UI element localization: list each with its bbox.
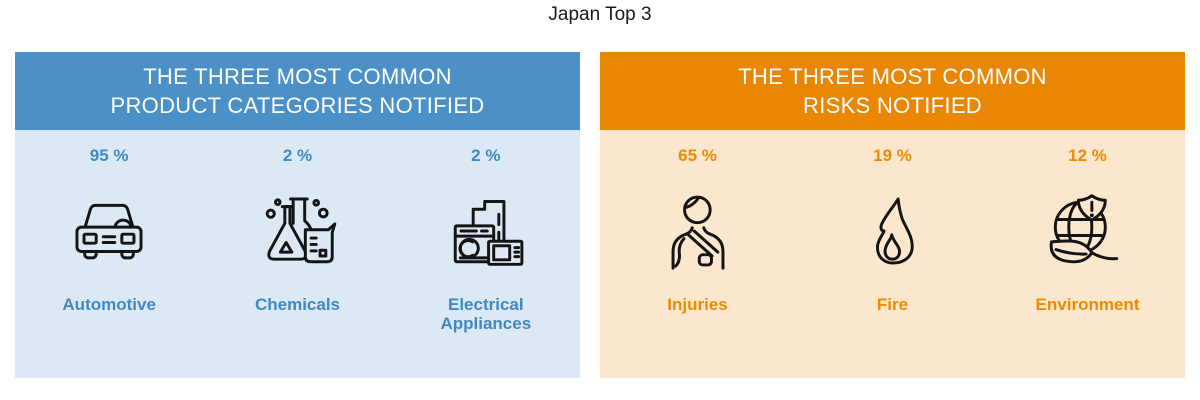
injured-person-icon bbox=[657, 190, 739, 272]
page-title: Japan Top 3 bbox=[548, 4, 652, 25]
stat-chemicals: 2 % bbox=[203, 130, 391, 378]
panel-risks-header: THE THREE MOST COMMON RISKS NOTIFIED bbox=[600, 52, 1185, 130]
stat-value: 2 % bbox=[282, 146, 313, 165]
header-line-2: RISKS NOTIFIED bbox=[803, 93, 982, 118]
stat-value: 95 % bbox=[89, 146, 129, 165]
header-line-2: PRODUCT CATEGORIES NOTIFIED bbox=[110, 93, 485, 118]
panel-product-categories: THE THREE MOST COMMON PRODUCT CATEGORIES… bbox=[15, 52, 580, 378]
panel-product-categories-body: 95 % Automotive 2 % bbox=[15, 130, 580, 378]
stat-label: Chemicals bbox=[254, 295, 341, 314]
stat-label: Fire bbox=[876, 295, 909, 314]
stat-automotive: 95 % Automotive bbox=[15, 130, 203, 378]
stat-label: Automotive bbox=[62, 295, 156, 314]
chemistry-flasks-icon bbox=[256, 190, 338, 272]
stat-injuries: 65 % Injuries bbox=[600, 130, 795, 378]
stat-value: 12 % bbox=[1068, 146, 1107, 165]
stat-label: Injuries bbox=[667, 295, 728, 314]
stat-electrical-appliances: 2 % bbox=[392, 130, 580, 378]
appliances-icon bbox=[445, 190, 527, 272]
environment-shield-icon bbox=[1047, 190, 1129, 272]
stat-fire: 19 % Fire bbox=[795, 130, 990, 378]
stat-value: 2 % bbox=[471, 146, 501, 165]
header-line-1: THE THREE MOST COMMON bbox=[143, 64, 452, 89]
car-icon bbox=[68, 190, 150, 272]
panel-risks-body: 65 % Injuries 19 % bbox=[600, 130, 1185, 378]
stat-value: 19 % bbox=[873, 146, 912, 165]
stat-label: Electrical Appliances bbox=[440, 295, 532, 333]
stat-label: Environment bbox=[1035, 295, 1140, 314]
stat-environment: 12 % Environment bbox=[990, 130, 1185, 378]
panel-product-categories-header: THE THREE MOST COMMON PRODUCT CATEGORIES… bbox=[15, 52, 580, 130]
header-line-1: THE THREE MOST COMMON bbox=[738, 64, 1047, 89]
stat-value: 65 % bbox=[678, 146, 717, 165]
panel-risks: THE THREE MOST COMMON RISKS NOTIFIED 65 … bbox=[600, 52, 1185, 378]
flame-icon bbox=[852, 190, 934, 272]
